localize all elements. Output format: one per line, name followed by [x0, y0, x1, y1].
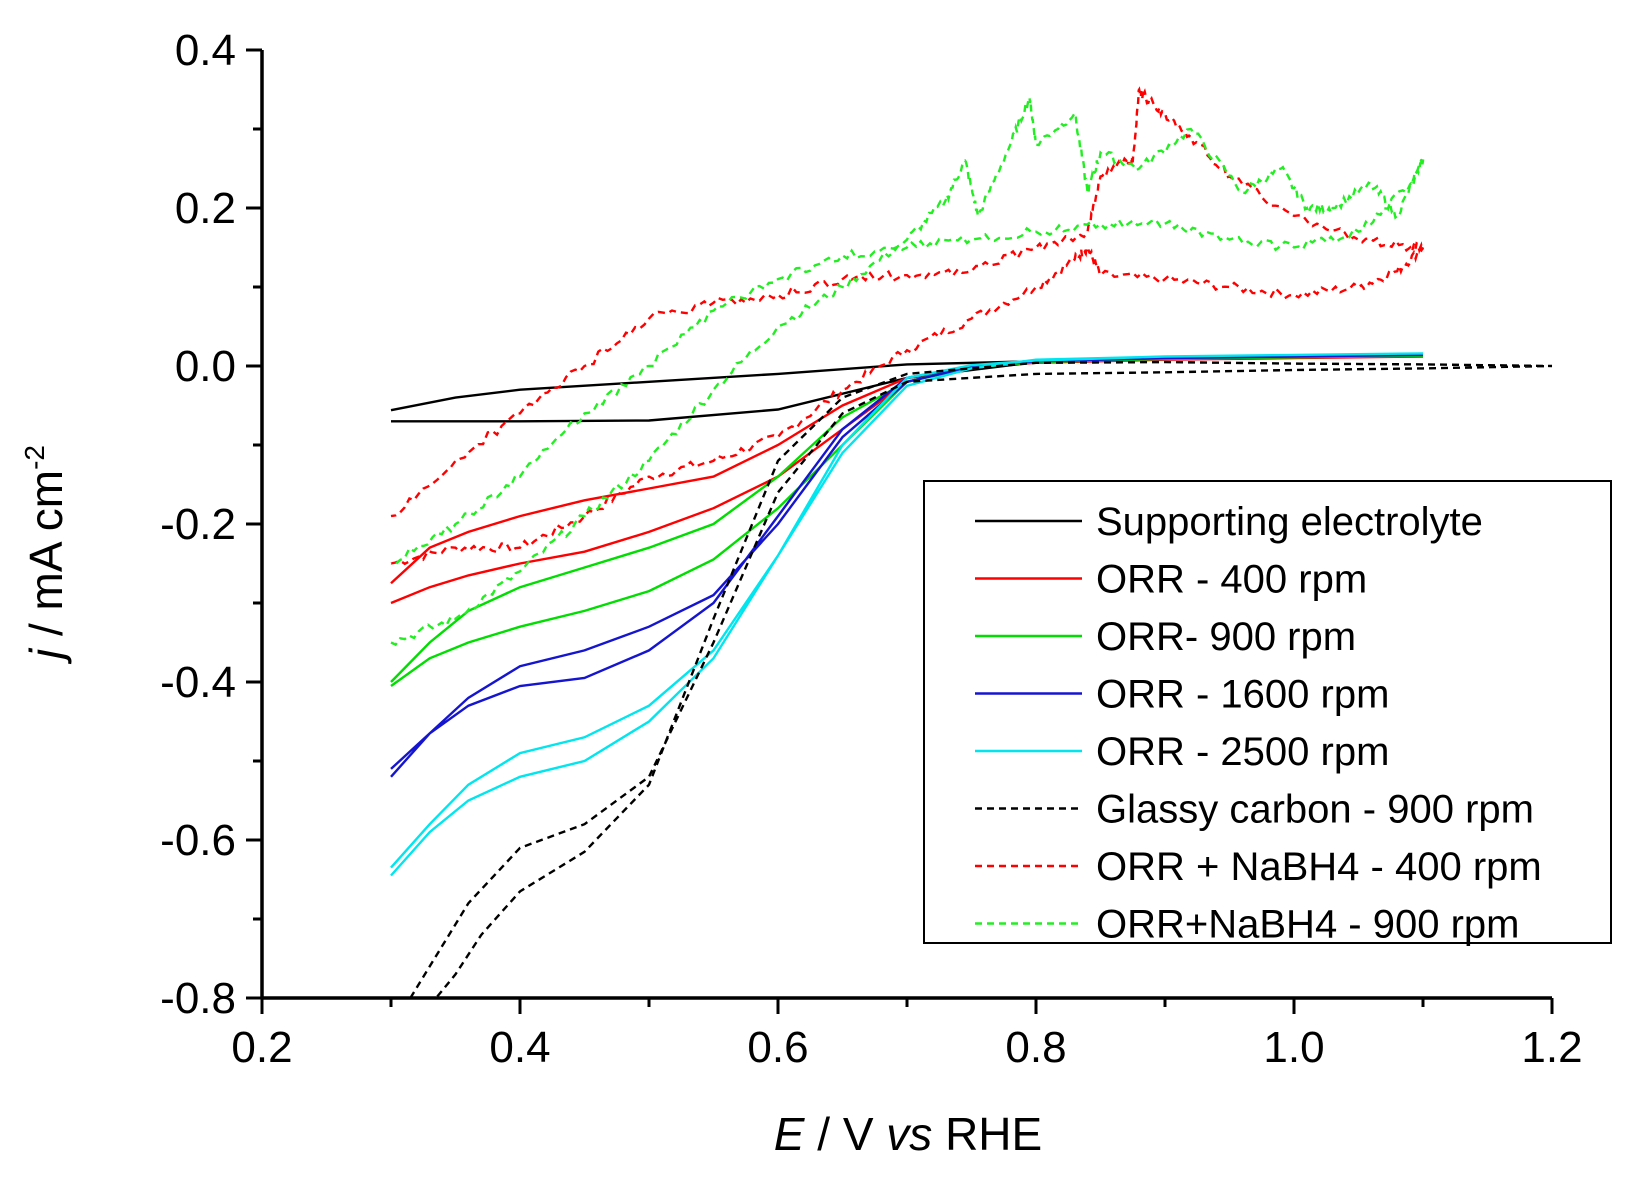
legend-label: Glassy carbon - 900 rpm: [1096, 788, 1534, 832]
legend-label: ORR - 2500 rpm: [1096, 730, 1389, 774]
series-line-4: [390, 353, 1424, 778]
series-line-6: [409, 360, 1553, 999]
legend-entries: Supporting electrolyte ORR - 400 rpm ORR- …: [975, 500, 1542, 947]
legend: Supporting electrolyte ORR - 400 rpm ORR- …: [923, 480, 1612, 947]
x-tick-label: 0.6: [747, 1023, 808, 1072]
series-line-7: [390, 86, 1425, 566]
legend-label: ORR- 900 rpm: [1096, 615, 1356, 659]
series-group: [390, 86, 1553, 999]
y-tick-label: 0.0: [175, 342, 236, 391]
x-tick-label: 0.4: [489, 1023, 550, 1072]
legend-label: ORR - 1600 rpm: [1096, 673, 1389, 717]
x-tick-label: 0.2: [231, 1023, 292, 1072]
y-tick-label: 0.2: [175, 184, 236, 233]
x-tick-label: 1.2: [1521, 1023, 1582, 1072]
series-line-1: [390, 353, 1424, 423]
x-tick-labels: 0.2 0.4 0.6 0.8 1.0 1.2: [231, 1023, 1582, 1072]
series-line-5: [390, 352, 1424, 877]
y-tick-labels: -0.8 -0.6 -0.4 -0.2 0.0 0.2 0.4: [160, 26, 236, 1023]
legend-label: ORR - 400 rpm: [1096, 558, 1367, 602]
y-tick-label: -0.8: [160, 974, 236, 1023]
series-line-8: [390, 97, 1425, 647]
x-tick-label: 1.0: [1263, 1023, 1324, 1072]
legend-label: ORR+NaBH4 - 900 rpm: [1096, 903, 1519, 947]
y-axis-title: j / mA cm-2: [19, 445, 72, 665]
legend-label: Supporting electrolyte: [1096, 500, 1483, 544]
legend-label: ORR + NaBH4 - 400 rpm: [1096, 845, 1542, 889]
x-axis-title: E / V vs RHE: [774, 1108, 1042, 1160]
y-tick-label: 0.4: [175, 26, 236, 75]
axes: [246, 48, 1554, 1014]
x-tick-label: 0.8: [1005, 1023, 1066, 1072]
y-tick-label: -0.4: [160, 658, 236, 707]
y-tick-label: -0.2: [160, 500, 236, 549]
y-tick-label: -0.6: [160, 816, 236, 865]
